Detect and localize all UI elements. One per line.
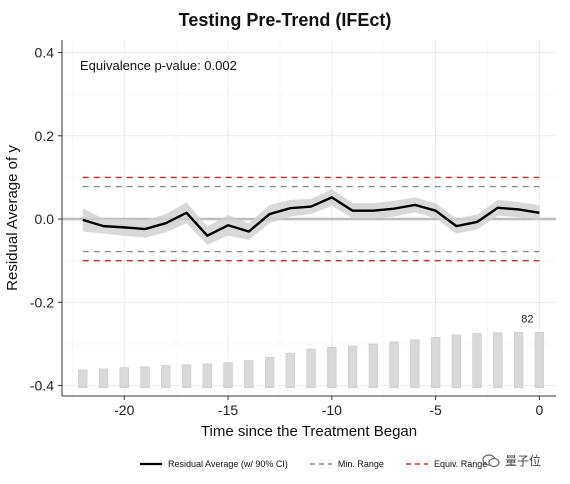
legend-item-min-range: Min. Range <box>309 459 384 469</box>
count-bar <box>223 362 233 388</box>
x-tick-label: -10 <box>322 402 342 418</box>
count-bar <box>264 356 275 388</box>
count-bar <box>472 333 482 388</box>
watermark-text: 量子位 <box>505 454 542 468</box>
legend-item-residual: Residual Average (w/ 90% CI) <box>140 459 288 469</box>
count-bar <box>327 346 337 388</box>
y-tick-label: -0.2 <box>30 294 54 310</box>
y-axis-title: Residual Average of y <box>4 145 21 291</box>
count-bar <box>285 352 295 388</box>
y-tick-label: -0.4 <box>30 378 54 394</box>
legend-label-min-range: Min. Range <box>337 459 384 469</box>
count-bar <box>161 365 171 388</box>
chart-title: Testing Pre-Trend (IFEct) <box>178 10 392 30</box>
count-bar <box>78 369 88 388</box>
count-bar <box>306 348 316 388</box>
legend-swatch-gray-dashed <box>309 463 332 465</box>
y-tick-label: 0.2 <box>35 128 55 144</box>
legend-label-equiv-range: Equiv. Range <box>433 459 488 469</box>
x-tick-label: -20 <box>114 402 134 418</box>
count-bar <box>347 345 358 388</box>
residual-average-line <box>82 196 540 237</box>
bar-count-label: 82 <box>521 313 533 325</box>
watermark: 量子位 <box>482 452 541 469</box>
x-axis-title: Time since the Treatment Began <box>201 423 417 440</box>
count-bar <box>513 331 524 388</box>
equivalence-annotation: Equivalence p-value: 0.002 <box>80 58 237 73</box>
count-bar <box>202 363 212 388</box>
y-tick-label: 0.4 <box>35 44 55 60</box>
count-bar <box>98 368 109 388</box>
count-bar <box>140 366 150 388</box>
count-bar <box>119 367 129 388</box>
x-tick-label: -15 <box>218 402 238 418</box>
wechat-icon <box>482 453 500 467</box>
count-bar <box>181 364 192 388</box>
legend-item-equiv-range: Equiv. Range <box>405 459 488 469</box>
count-bar <box>244 360 254 388</box>
count-bar <box>368 343 379 388</box>
count-bar <box>389 341 399 388</box>
legend: Residual Average (w/ 90% CI) Min. Range … <box>140 455 509 473</box>
legend-swatch-red-dashed <box>405 463 428 465</box>
count-bar <box>410 339 420 388</box>
x-tick-label: -5 <box>429 402 442 418</box>
legend-label-residual: Residual Average (w/ 90% CI) <box>168 459 288 469</box>
count-bar <box>493 332 503 388</box>
confidence-band <box>82 189 540 245</box>
count-bar <box>451 334 462 388</box>
count-bar <box>534 331 545 388</box>
y-tick-label: 0.0 <box>35 211 55 227</box>
legend-swatch-solid <box>140 462 162 466</box>
count-bar <box>430 336 441 388</box>
x-tick-label: 0 <box>535 402 543 418</box>
